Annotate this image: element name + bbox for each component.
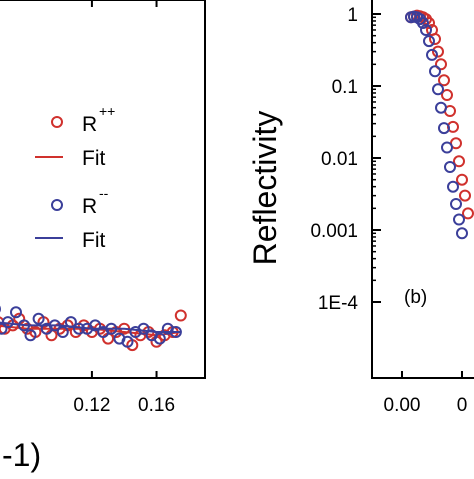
panel-a-fit-line <box>0 321 181 333</box>
panel-a-data-point <box>153 332 166 345</box>
legend-r-minus-label: R <box>82 195 97 218</box>
panel-b-data-point <box>417 17 429 29</box>
panel-b-data-point <box>447 180 459 193</box>
panel-b-data-point <box>429 65 441 78</box>
panel-b: Reflectivity 1 0.1 0.01 0.001 1E-4 0.00 0 (b) <box>247 0 474 416</box>
panel-b-data-point <box>432 45 444 58</box>
panel-b-ylabel: Reflectivity <box>247 111 283 266</box>
panel-b-marks <box>405 9 474 240</box>
legend-r-minus-marker <box>51 199 63 211</box>
panel-b-ytick-label: 0.01 <box>321 149 358 170</box>
legend-r-plus-marker <box>51 116 63 128</box>
panel-b-data-point <box>429 33 441 45</box>
panel-a-legend: R ++ Fit R -- Fit <box>35 103 115 252</box>
panel-a-data-point <box>24 329 37 342</box>
panel-b-ticks: 1 0.1 0.01 0.001 1E-4 0.00 0 <box>310 5 467 416</box>
panel-a-data-point <box>89 319 102 332</box>
panel-a-ticks: 0.12 0.16 <box>73 0 175 416</box>
legend-fit-blue-label: Fit <box>82 229 105 252</box>
panel-b-data-point <box>444 161 456 173</box>
panel-b-data-point <box>435 58 447 71</box>
panel-b-data-point <box>435 101 447 114</box>
panel-a-xlabel-partial: -1) <box>2 437 41 473</box>
panel-a-marks <box>0 305 187 352</box>
panel-b-data-point <box>420 24 432 36</box>
panel-b-data-point <box>456 227 468 240</box>
panel-b-data-point <box>462 207 474 220</box>
panel-b-data-point <box>456 173 468 186</box>
panel-a-xtick-label: 0.16 <box>138 395 175 416</box>
panel-b-frame <box>371 0 474 379</box>
panel-a-data-point <box>174 309 187 322</box>
panel-b-data-point <box>438 74 450 87</box>
legend-r-plus-superscript: ++ <box>99 103 115 119</box>
panel-b-ytick-label: 1E-4 <box>318 293 359 314</box>
panel-b-data-point <box>459 189 471 202</box>
panel-b-ytick-label: 0.1 <box>332 77 358 98</box>
panel-b-data-point <box>426 48 438 61</box>
panel-a-xtick-label: 0.12 <box>73 395 110 416</box>
panel-b-data-point <box>453 213 465 226</box>
panel-a-data-point <box>137 322 150 335</box>
panel-a-data-point <box>121 335 134 348</box>
legend-fit-red-label: Fit <box>82 147 105 170</box>
panel-b-data-point <box>441 141 453 154</box>
panel-b-xtick-label: 0.00 <box>384 395 421 416</box>
panel-b-ytick-label: 0.001 <box>310 221 358 242</box>
panel-b-data-point <box>453 155 465 168</box>
panel-b-ytick-label: 1 <box>347 5 358 26</box>
panel-a: 0.12 0.16 R ++ Fit R -- Fit -1) <box>0 0 206 473</box>
legend-r-minus-superscript: -- <box>99 185 109 201</box>
panel-a-data-point <box>32 312 45 325</box>
panel-b-data-point <box>438 122 450 135</box>
panel-b-data-point <box>441 89 453 101</box>
panel-a-frame <box>0 0 206 379</box>
panel-b-data-point <box>423 35 435 48</box>
panel-a-data-point <box>56 326 69 338</box>
panel-b-xtick-label: 0 <box>457 395 468 416</box>
panel-b-label: (b) <box>404 287 427 308</box>
panel-a-data-point <box>10 306 22 319</box>
panel-b-data-point <box>450 198 462 210</box>
legend-r-plus-label: R <box>82 113 97 136</box>
panel-b-data-point <box>432 83 444 96</box>
